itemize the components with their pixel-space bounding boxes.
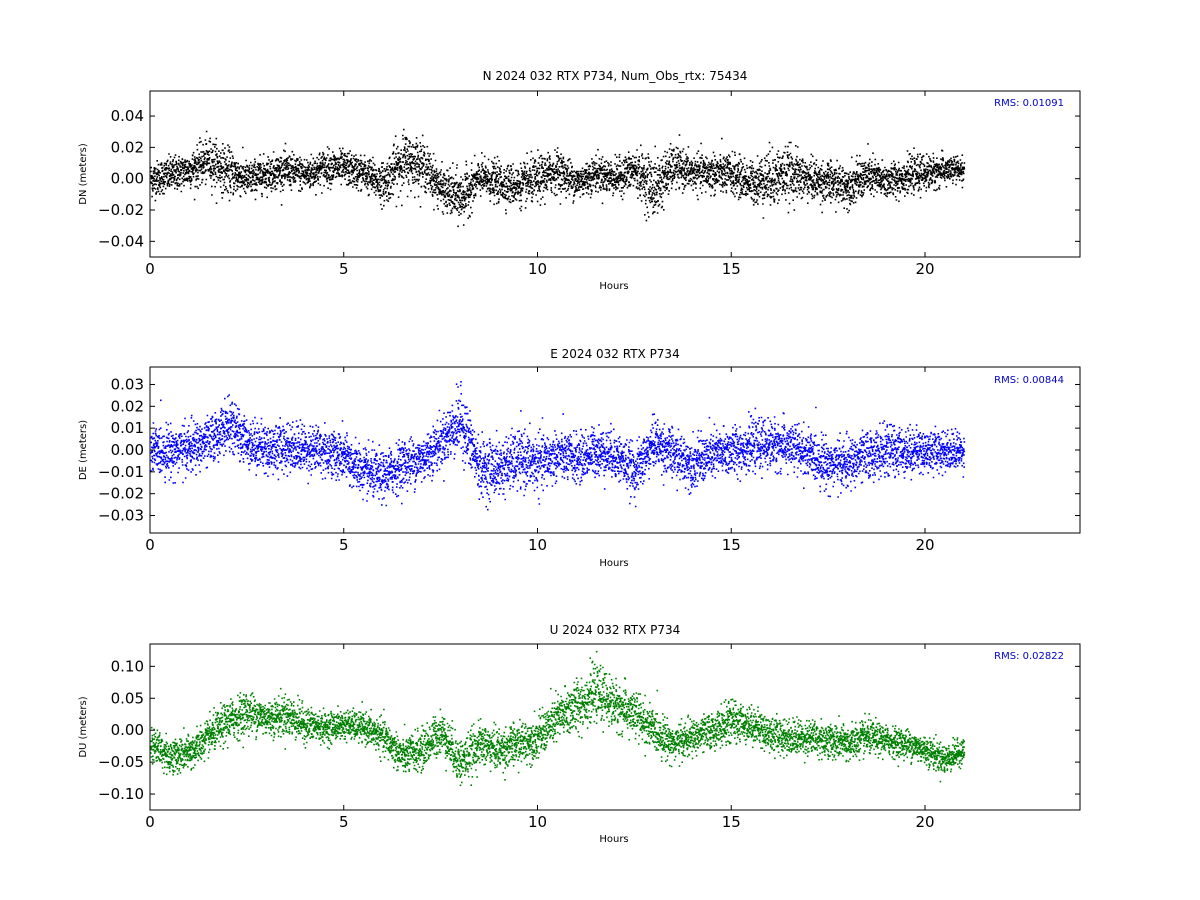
x-tick: 10 xyxy=(528,367,547,554)
y-tick-label: −0.02 xyxy=(98,201,144,219)
y-tick: 0.00 xyxy=(111,721,1080,739)
plot-frame xyxy=(149,643,1081,811)
y-tick-label: 0.00 xyxy=(111,441,144,459)
x-axis-ticks: 0 5 10 15 20 xyxy=(145,367,935,554)
y-tick: −0.03 xyxy=(98,507,1080,525)
panel-title: U 2024 032 RTX P734 xyxy=(550,623,681,637)
x-tick-label: 0 xyxy=(145,813,155,831)
y-tick: −0.04 xyxy=(98,232,1080,250)
y-axis-label: DE (meters) xyxy=(78,420,89,480)
y-tick: 0.02 xyxy=(111,138,1080,156)
rms-annotation: RMS: 0.00844 xyxy=(994,375,1064,386)
x-tick-label: 20 xyxy=(915,260,934,278)
scatter-points xyxy=(150,650,966,787)
y-axis-label: DN (meters) xyxy=(78,143,89,205)
y-tick-label: 0.10 xyxy=(111,657,144,675)
y-tick: 0.04 xyxy=(111,107,1080,125)
y-tick-label: 0.02 xyxy=(111,138,144,156)
y-tick-label: −0.02 xyxy=(98,485,144,503)
y-tick: 0.05 xyxy=(111,689,1080,707)
x-tick: 0 xyxy=(145,91,155,278)
x-tick-label: 10 xyxy=(528,260,547,278)
data-points xyxy=(150,650,966,787)
y-tick: 0.02 xyxy=(111,397,1080,415)
y-tick-label: 0.05 xyxy=(111,689,144,707)
x-axis-label: Hours xyxy=(599,558,628,569)
y-axis-ticks: −0.10 −0.05 0.00 0.05 0.10 xyxy=(98,657,1080,803)
x-tick: 5 xyxy=(339,644,349,831)
y-tick: 0.03 xyxy=(111,375,1080,393)
x-tick-label: 15 xyxy=(722,813,741,831)
y-tick-label: −0.10 xyxy=(98,785,144,803)
x-tick: 15 xyxy=(722,644,741,831)
x-tick-label: 5 xyxy=(339,260,349,278)
x-tick: 0 xyxy=(145,644,155,831)
y-tick: −0.10 xyxy=(98,785,1080,803)
x-tick: 10 xyxy=(528,644,547,831)
panel-title: E 2024 032 RTX P734 xyxy=(550,347,679,361)
y-axis-ticks: −0.04 −0.02 0.00 0.02 0.04 xyxy=(98,107,1080,250)
x-tick: 20 xyxy=(915,91,935,278)
scatter-points xyxy=(150,381,966,511)
data-points xyxy=(150,381,966,511)
x-tick: 20 xyxy=(915,644,935,831)
y-tick-label: 0.01 xyxy=(111,419,144,437)
data-points xyxy=(150,128,966,228)
panel-up: U 2024 032 RTX P734 −0.10 −0.05 0.00 0.05 0.… xyxy=(78,623,1081,845)
x-axis-label: Hours xyxy=(599,834,628,845)
x-axis-ticks: 0 5 10 15 20 xyxy=(145,644,935,831)
y-axis-label: DU (meters) xyxy=(78,696,89,757)
y-axis-ticks: −0.03 −0.02 −0.01 0.00 0.01 0.02 0.03 xyxy=(98,375,1080,525)
y-tick-label: −0.03 xyxy=(98,507,144,525)
x-tick-label: 10 xyxy=(528,536,547,554)
panel-east: E 2024 032 RTX P734 −0.03−0.02−0.010.000… xyxy=(78,347,1081,569)
y-tick: −0.02 xyxy=(98,201,1080,219)
panel-title: N 2024 032 RTX P734, Num_Obs_rtx: 75434 xyxy=(483,69,748,83)
x-tick: 5 xyxy=(339,91,349,278)
y-tick-label: −0.01 xyxy=(98,463,144,481)
y-tick: −0.02 xyxy=(98,485,1080,503)
x-tick: 5 xyxy=(339,367,349,554)
y-tick-label: −0.04 xyxy=(98,232,144,250)
y-tick: 0.10 xyxy=(111,657,1080,675)
x-tick-label: 0 xyxy=(145,536,155,554)
x-tick: 15 xyxy=(722,91,741,278)
y-tick-label: 0.00 xyxy=(111,721,144,739)
rms-annotation: RMS: 0.01091 xyxy=(994,98,1064,109)
x-tick-label: 5 xyxy=(339,536,349,554)
panel-north: N 2024 032 RTX P734, Num_Obs_rtx: 75434 … xyxy=(78,69,1081,292)
x-axis-ticks: 0 5 10 15 20 xyxy=(145,91,935,278)
y-tick: 0.01 xyxy=(111,419,1080,437)
y-tick: −0.05 xyxy=(98,753,1080,771)
x-tick: 0 xyxy=(145,367,155,554)
x-tick-label: 5 xyxy=(339,813,349,831)
x-tick-label: 15 xyxy=(722,536,741,554)
x-tick-label: 0 xyxy=(145,260,155,278)
x-tick-label: 20 xyxy=(915,813,934,831)
y-tick-label: −0.05 xyxy=(98,753,144,771)
x-tick-label: 10 xyxy=(528,813,547,831)
x-tick: 20 xyxy=(915,367,935,554)
scatter-points xyxy=(150,128,966,228)
rms-annotation: RMS: 0.02822 xyxy=(994,651,1064,662)
x-tick: 10 xyxy=(528,91,547,278)
y-tick: 0.00 xyxy=(111,441,1080,459)
y-tick-label: 0.04 xyxy=(111,107,144,125)
x-tick-label: 15 xyxy=(722,260,741,278)
x-axis-label: Hours xyxy=(599,281,628,292)
y-tick: −0.01 xyxy=(98,463,1080,481)
y-tick-label: 0.00 xyxy=(111,170,144,188)
x-tick: 15 xyxy=(722,367,741,554)
y-tick-label: 0.03 xyxy=(111,375,144,393)
y-tick: 0.00 xyxy=(111,170,1080,188)
x-tick-label: 20 xyxy=(915,536,934,554)
plot-frame xyxy=(149,90,1081,258)
y-tick-label: 0.02 xyxy=(111,397,144,415)
